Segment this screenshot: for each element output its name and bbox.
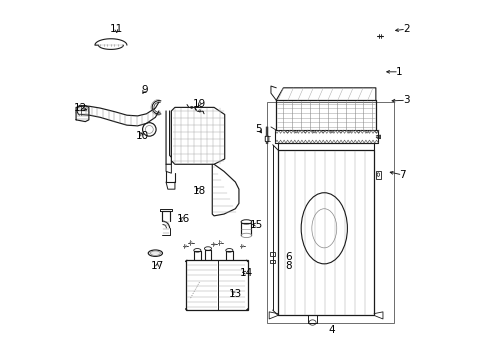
Text: 3: 3 [402,95,408,105]
Text: 2: 2 [402,24,408,34]
Text: 14: 14 [239,268,252,278]
Text: 1: 1 [395,67,401,77]
Text: 5: 5 [255,124,261,134]
Text: 18: 18 [193,186,206,196]
Text: 9: 9 [141,85,148,95]
Text: 16: 16 [177,215,190,225]
Bar [270,260,274,263]
Text: 4: 4 [327,325,334,335]
Bar [270,252,274,256]
Text: 15: 15 [250,220,263,230]
Bar [267,102,393,322]
Text: 8: 8 [285,261,291,271]
Bar [185,260,247,310]
Text: 13: 13 [228,289,242,299]
Text: 12: 12 [74,103,87,113]
Bar [375,171,380,178]
Text: 7: 7 [398,170,405,180]
Text: 17: 17 [150,261,164,271]
Bar [79,115,83,118]
Text: 11: 11 [109,24,122,34]
Text: 6: 6 [285,252,291,262]
Text: 10: 10 [136,131,149,141]
Text: 19: 19 [193,99,206,109]
